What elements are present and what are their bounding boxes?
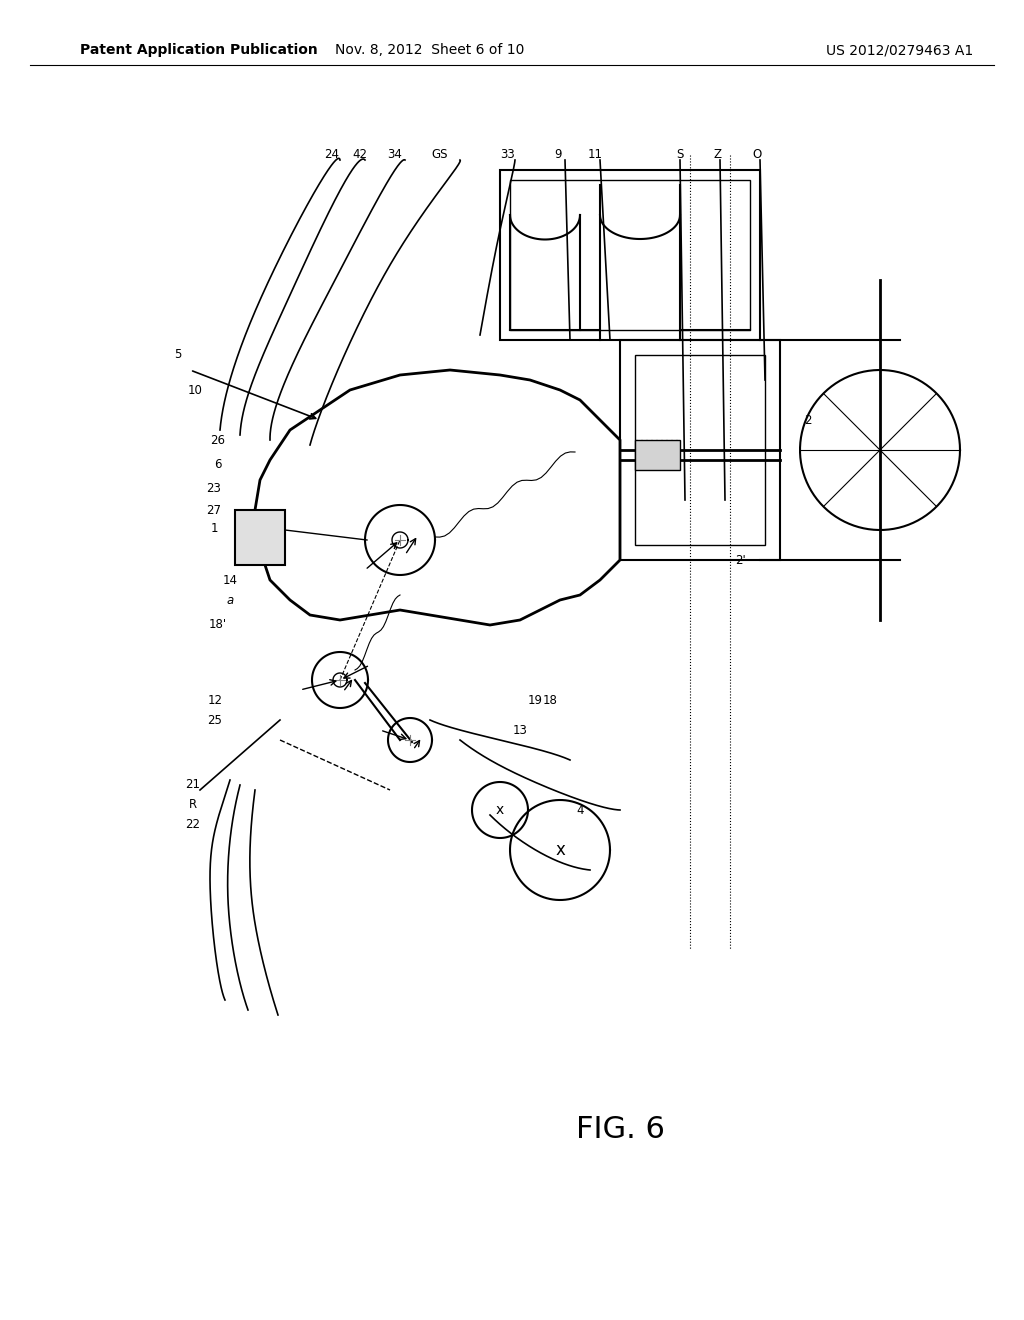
Text: 13: 13 <box>513 723 527 737</box>
Text: 27: 27 <box>207 503 221 516</box>
Text: 10: 10 <box>187 384 203 396</box>
Polygon shape <box>234 510 285 565</box>
Text: S: S <box>676 149 684 161</box>
Text: 11: 11 <box>588 149 602 161</box>
Text: 14: 14 <box>222 573 238 586</box>
Text: 25: 25 <box>208 714 222 726</box>
Text: x: x <box>496 803 504 817</box>
Text: Z: Z <box>714 149 722 161</box>
Text: FIG. 6: FIG. 6 <box>575 1115 665 1144</box>
Text: US 2012/0279463 A1: US 2012/0279463 A1 <box>826 44 974 57</box>
Text: 22: 22 <box>185 818 201 832</box>
Text: 21: 21 <box>185 779 201 792</box>
Text: 2': 2' <box>734 553 745 566</box>
Text: 42: 42 <box>352 149 368 161</box>
Text: 9: 9 <box>554 149 562 161</box>
Text: 23: 23 <box>207 482 221 495</box>
Text: 12: 12 <box>208 693 222 706</box>
Text: 19: 19 <box>527 693 543 706</box>
Text: x: x <box>555 841 565 859</box>
Text: 18': 18' <box>209 619 227 631</box>
Text: 34: 34 <box>387 149 402 161</box>
Text: O: O <box>753 149 762 161</box>
Text: 5: 5 <box>174 348 181 362</box>
Text: 24: 24 <box>325 149 340 161</box>
Text: 6: 6 <box>214 458 222 471</box>
Polygon shape <box>635 440 680 470</box>
Text: 2: 2 <box>804 413 812 426</box>
Text: 18: 18 <box>543 693 557 706</box>
Text: GS: GS <box>432 149 449 161</box>
Text: 1: 1 <box>210 521 218 535</box>
Text: 4: 4 <box>577 804 584 817</box>
Polygon shape <box>255 370 620 624</box>
Text: Nov. 8, 2012  Sheet 6 of 10: Nov. 8, 2012 Sheet 6 of 10 <box>335 44 524 57</box>
Text: R: R <box>189 799 197 812</box>
Text: Patent Application Publication: Patent Application Publication <box>80 44 317 57</box>
Text: 26: 26 <box>211 433 225 446</box>
Text: 33: 33 <box>501 149 515 161</box>
Text: a: a <box>226 594 233 606</box>
